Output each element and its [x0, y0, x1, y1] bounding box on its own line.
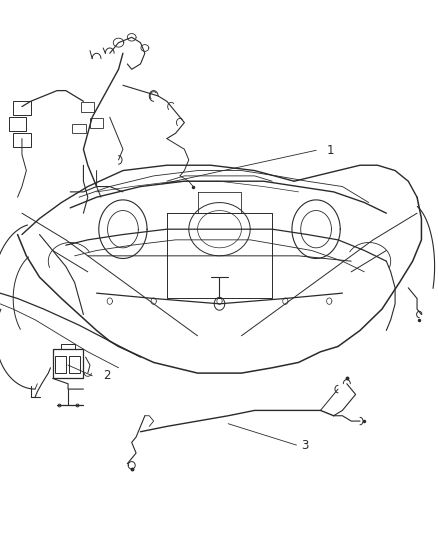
Bar: [81, 102, 94, 112]
Bar: [13, 101, 31, 115]
Bar: [72, 124, 85, 133]
Text: 2: 2: [103, 369, 110, 382]
Bar: [13, 133, 31, 147]
Bar: [53, 349, 83, 378]
Bar: [69, 356, 80, 373]
Text: 1: 1: [326, 144, 334, 157]
Text: 3: 3: [300, 439, 307, 451]
Bar: [9, 117, 26, 131]
Bar: [55, 356, 66, 373]
Bar: [90, 118, 103, 128]
